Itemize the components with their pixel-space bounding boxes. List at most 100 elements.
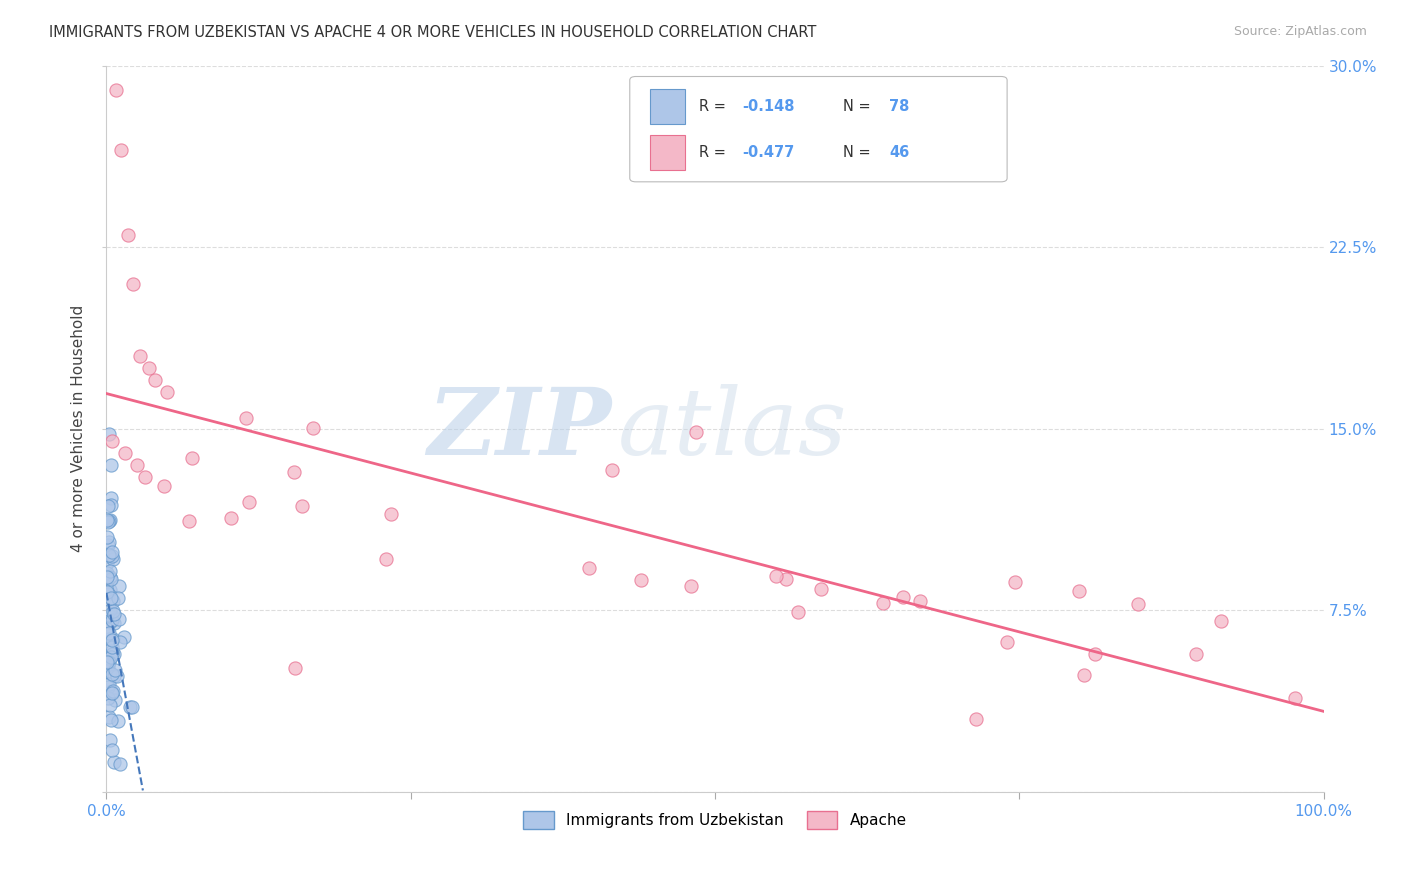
Text: N =: N = xyxy=(842,145,875,161)
Point xyxy=(765,569,787,583)
Point xyxy=(100,650,122,665)
Point xyxy=(134,470,156,484)
Text: IMMIGRANTS FROM UZBEKISTAN VS APACHE 4 OR MORE VEHICLES IN HOUSEHOLD CORRELATION: IMMIGRANTS FROM UZBEKISTAN VS APACHE 4 O… xyxy=(49,25,817,40)
Text: -0.477: -0.477 xyxy=(742,145,794,161)
Point xyxy=(117,228,139,243)
Point xyxy=(108,635,131,649)
Text: ZIP: ZIP xyxy=(427,384,612,474)
Point xyxy=(374,551,396,566)
Point xyxy=(100,640,122,655)
Point xyxy=(103,755,125,769)
Point xyxy=(1004,575,1026,590)
Text: atlas: atlas xyxy=(617,384,846,474)
Point xyxy=(98,602,121,616)
Point xyxy=(100,458,122,473)
Point xyxy=(177,514,200,528)
Point xyxy=(872,596,894,610)
Point xyxy=(101,434,124,448)
Point xyxy=(283,465,305,479)
Point xyxy=(100,573,122,587)
Point xyxy=(112,630,135,644)
Point xyxy=(908,594,931,608)
Point xyxy=(810,582,832,597)
Point xyxy=(235,411,257,425)
Point xyxy=(97,426,120,441)
Point xyxy=(96,570,118,584)
Point xyxy=(103,669,125,683)
Point xyxy=(238,495,260,509)
Point xyxy=(578,561,600,575)
Point xyxy=(1284,691,1306,706)
Point xyxy=(787,605,810,619)
Point xyxy=(1073,668,1095,682)
Point xyxy=(101,552,124,566)
Point xyxy=(96,513,118,527)
Point xyxy=(105,83,128,97)
Point xyxy=(103,693,125,707)
Point xyxy=(107,579,129,593)
Point xyxy=(97,690,120,705)
Point xyxy=(995,635,1018,649)
FancyBboxPatch shape xyxy=(630,77,1007,182)
Text: R =: R = xyxy=(699,145,731,161)
Point xyxy=(96,623,118,637)
Point xyxy=(120,699,142,714)
Point xyxy=(138,361,160,376)
Point xyxy=(100,591,122,605)
Text: Source: ZipAtlas.com: Source: ZipAtlas.com xyxy=(1233,25,1367,38)
Point xyxy=(96,680,118,694)
Point xyxy=(97,587,120,601)
Point xyxy=(221,511,243,525)
Point xyxy=(97,535,120,549)
Point xyxy=(97,516,120,530)
Point xyxy=(103,615,125,630)
Point xyxy=(98,665,121,680)
Point xyxy=(98,733,121,747)
Point xyxy=(101,667,124,681)
Point xyxy=(96,585,118,599)
Point xyxy=(1069,584,1091,599)
Point xyxy=(291,499,314,513)
Point xyxy=(891,591,914,605)
Point xyxy=(143,373,166,387)
Point xyxy=(98,632,121,646)
Point xyxy=(129,349,152,363)
Point xyxy=(110,144,132,158)
Point xyxy=(97,655,120,669)
Point xyxy=(156,385,179,400)
Point xyxy=(101,644,124,658)
Text: 78: 78 xyxy=(889,99,910,114)
Point xyxy=(965,712,987,726)
Point xyxy=(775,572,797,586)
Point xyxy=(101,683,124,698)
Text: N =: N = xyxy=(842,99,875,114)
Point xyxy=(1185,647,1208,661)
Point xyxy=(98,615,121,629)
Point xyxy=(100,686,122,700)
Point xyxy=(98,709,121,723)
Point xyxy=(1084,647,1107,661)
Point xyxy=(98,550,121,565)
Point xyxy=(97,548,120,562)
Point xyxy=(284,661,307,675)
Point xyxy=(125,458,148,472)
Point xyxy=(108,612,131,626)
Point xyxy=(98,677,121,691)
Point xyxy=(679,579,702,593)
Point xyxy=(101,632,124,647)
Point xyxy=(302,421,325,435)
Text: 46: 46 xyxy=(889,145,910,161)
Point xyxy=(101,743,124,757)
Point xyxy=(96,655,118,669)
Point xyxy=(685,425,707,440)
Point xyxy=(103,607,125,621)
Point xyxy=(98,582,121,597)
Point xyxy=(96,566,118,581)
Point xyxy=(97,660,120,674)
Point xyxy=(101,613,124,627)
Point xyxy=(630,573,652,587)
Point xyxy=(97,514,120,528)
Text: R =: R = xyxy=(699,99,731,114)
FancyBboxPatch shape xyxy=(651,89,685,124)
Point xyxy=(380,507,402,521)
